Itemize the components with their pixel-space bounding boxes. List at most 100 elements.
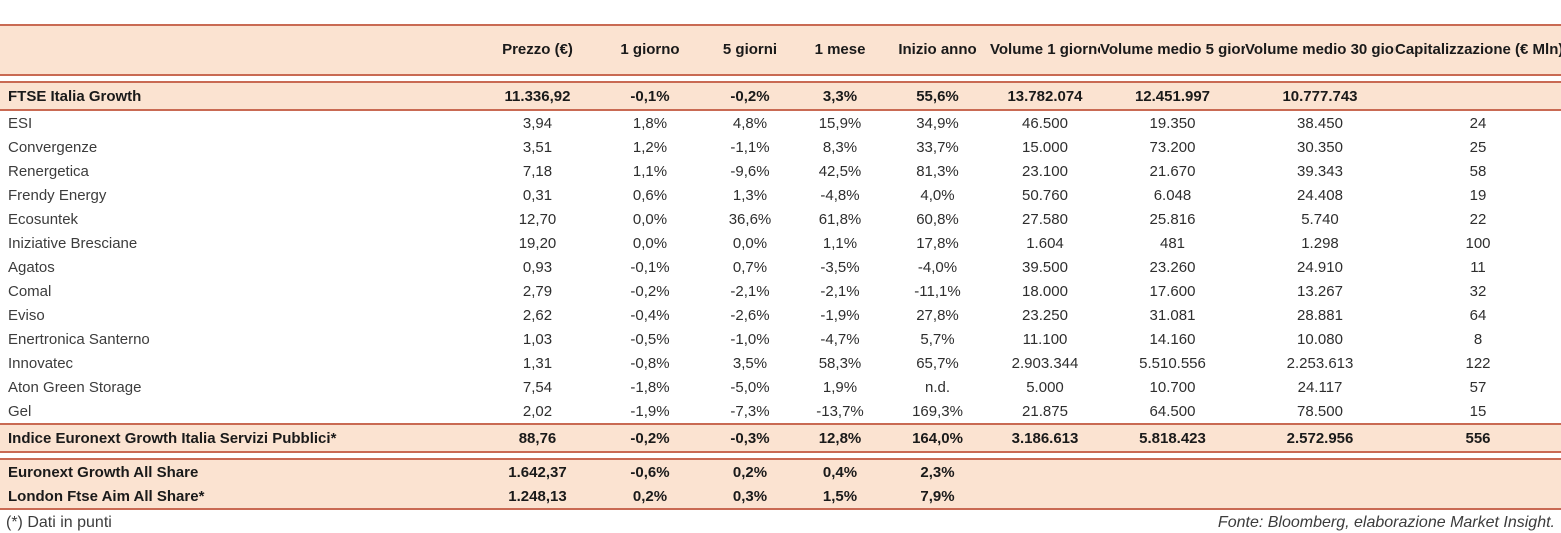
- value-cell: 11: [1470, 258, 1486, 276]
- value-cell: -0,1%: [630, 258, 670, 276]
- table-row: Iniziative Bresciane 19,20 0,0% 0,0% 1,1% 17,…: [0, 231, 1561, 255]
- value-cell: 1,9%: [822, 378, 858, 396]
- value-cell: 122: [1465, 354, 1491, 372]
- value-cell: -4,7%: [820, 330, 860, 348]
- value-cell: 13.267: [1297, 282, 1343, 300]
- value-cell: -4,0%: [917, 258, 958, 276]
- value-cell: 61,8%: [818, 210, 862, 228]
- value-cell: 65,7%: [916, 354, 959, 372]
- table-row: Agatos 0,93 -0,1% 0,7% -3,5% -4,0% 39.500 23.26…: [0, 255, 1561, 279]
- value-cell: 1.248,13: [508, 487, 567, 505]
- value-cell: -0,4%: [630, 306, 670, 324]
- value-cell: 3,51: [522, 138, 553, 156]
- value-cell: 1.604: [1026, 234, 1064, 252]
- value-cell: -3,5%: [820, 258, 860, 276]
- row-label: Convergenze: [8, 138, 98, 156]
- value-cell: 64: [1469, 306, 1487, 324]
- value-cell: -0,1%: [630, 87, 670, 105]
- value-cell: 7,54: [522, 378, 553, 396]
- column-header: Volume medio 30 giorni: [1245, 40, 1395, 58]
- header-row: Prezzo (€) 1 giorno 5 giorni 1 mese Inizio a…: [0, 26, 1561, 74]
- value-cell: 42,5%: [818, 162, 862, 180]
- value-cell: 22: [1469, 210, 1487, 228]
- value-cell: 23.100: [1022, 162, 1068, 180]
- value-cell: 31.081: [1149, 306, 1196, 324]
- table-footer: (*) Dati in punti Fonte: Bloomberg, elab…: [0, 510, 1561, 532]
- value-cell: n.d.: [924, 378, 951, 396]
- table-row: Aton Green Storage 7,54 -1,8% -5,0% 1,9% n.d.…: [0, 375, 1561, 399]
- row-label: ESI: [8, 114, 33, 132]
- table-row: Innovatec 1,31 -0,8% 3,5% 58,3% 65,7% 2.903.34…: [0, 351, 1561, 375]
- index-row: FTSE Italia Growth 11.336,92 -0,1% -0,2% 3,3…: [0, 83, 1561, 109]
- row-label: Gel: [8, 402, 32, 420]
- table-row: Eviso 2,62 -0,4% -2,6% -1,9% 27,8% 23.250 31.08…: [0, 303, 1561, 327]
- value-cell: 2,62: [522, 306, 553, 324]
- value-cell: 0,4%: [822, 463, 858, 481]
- value-cell: 18.000: [1022, 282, 1068, 300]
- value-cell: -11,1%: [914, 282, 961, 300]
- value-cell: 1,31: [522, 354, 553, 372]
- value-cell: 1,2%: [632, 138, 668, 156]
- value-cell: 25: [1469, 138, 1487, 156]
- table-row: Euronext Growth All Share 1.642,37 -0,6% 0,…: [0, 460, 1561, 484]
- value-cell: 2,79: [522, 282, 553, 300]
- row-label: London Ftse Aim All Share*: [8, 487, 205, 505]
- value-cell: -0,8%: [630, 354, 670, 372]
- value-cell: -0,2%: [630, 282, 670, 300]
- value-cell: 36,6%: [728, 210, 772, 228]
- table-row: Ecosuntek 12,70 0,0% 36,6% 61,8% 60,8% 27.580 2…: [0, 207, 1561, 231]
- value-cell: 0,3%: [732, 487, 768, 505]
- table-row: Comal 2,79 -0,2% -2,1% -2,1% -11,1% 18.000 17.6…: [0, 279, 1561, 303]
- value-cell: 17,8%: [916, 234, 959, 252]
- value-cell: 100: [1465, 234, 1491, 252]
- value-cell: 2.253.613: [1286, 354, 1354, 372]
- value-cell: 4,8%: [732, 114, 768, 132]
- value-cell: -7,3%: [730, 402, 770, 420]
- value-cell: 12,8%: [818, 429, 862, 447]
- table-row: Frendy Energy 0,31 0,6% 1,3% -4,8% 4,0% 50.760…: [0, 183, 1561, 207]
- value-cell: 11.100: [1022, 330, 1068, 348]
- value-cell: 32: [1469, 282, 1487, 300]
- value-cell: 3,94: [522, 114, 553, 132]
- value-cell: 81,3%: [916, 162, 959, 180]
- value-cell: -0,2%: [630, 429, 670, 447]
- value-cell: 4,0%: [920, 186, 955, 204]
- table-row: Renergetica 7,18 1,1% -9,6% 42,5% 81,3% 23.100…: [0, 159, 1561, 183]
- value-cell: 0,6%: [632, 186, 668, 204]
- value-cell: -4,8%: [820, 186, 860, 204]
- value-cell: 481: [1159, 234, 1186, 252]
- value-cell: -1,9%: [630, 402, 670, 420]
- value-cell: 17.600: [1149, 282, 1196, 300]
- summary-row: Indice Euronext Growth Italia Servizi Pu…: [0, 425, 1561, 451]
- value-cell: 34,9%: [916, 114, 959, 132]
- value-cell: 1,3%: [732, 186, 768, 204]
- value-cell: 58: [1469, 162, 1487, 180]
- source-attribution: Fonte: Bloomberg, elaborazione Market In…: [1217, 514, 1555, 531]
- value-cell: 0,0%: [732, 234, 768, 252]
- value-cell: 2.903.344: [1011, 354, 1079, 372]
- value-cell: 27,8%: [916, 306, 959, 324]
- value-cell: -1,0%: [730, 330, 770, 348]
- value-cell: -5,0%: [730, 378, 770, 396]
- value-cell: 13.782.074: [1007, 87, 1083, 105]
- row-label: Eviso: [8, 306, 45, 324]
- row-label: Ecosuntek: [8, 210, 79, 228]
- value-cell: 0,2%: [632, 487, 668, 505]
- value-cell: 5.000: [1026, 378, 1064, 396]
- value-cell: 19,20: [518, 234, 557, 252]
- value-cell: 55,6%: [916, 87, 959, 105]
- value-cell: 10.777.743: [1282, 87, 1358, 105]
- value-cell: 21.670: [1149, 162, 1196, 180]
- column-header: Inizio anno: [898, 40, 977, 58]
- value-cell: -1,9%: [820, 306, 860, 324]
- value-cell: 1.298: [1301, 234, 1339, 252]
- value-cell: 7,9%: [920, 487, 955, 505]
- value-cell: 58,3%: [818, 354, 862, 372]
- value-cell: 30.350: [1297, 138, 1343, 156]
- value-cell: 5,7%: [920, 330, 955, 348]
- value-cell: 10.080: [1297, 330, 1343, 348]
- value-cell: -2,1%: [820, 282, 860, 300]
- value-cell: 0,93: [522, 258, 553, 276]
- value-cell: 10.700: [1149, 378, 1196, 396]
- value-cell: 1,1%: [822, 234, 858, 252]
